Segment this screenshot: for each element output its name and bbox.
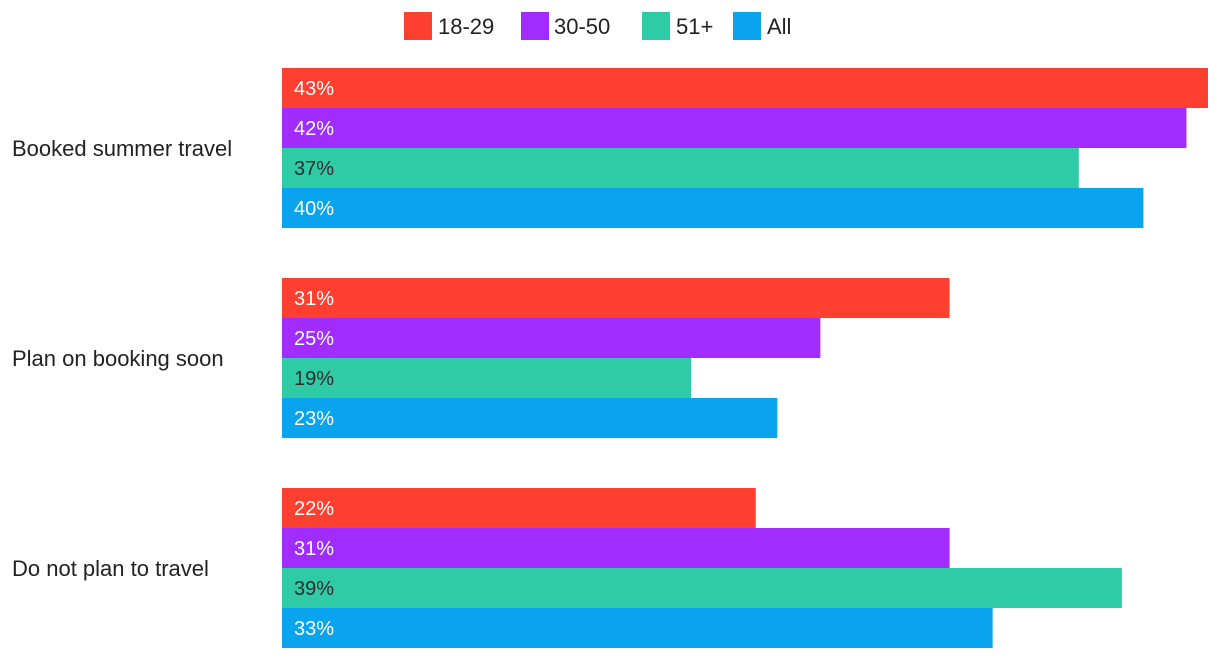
bar-label-booked-summer-travel-51: 37% <box>294 158 334 180</box>
bar-label-do-not-plan-to-travel-all: 33% <box>294 618 334 640</box>
category-labels: Booked summer travel Plan on booking soon… <box>12 136 232 581</box>
bar-label-plan-on-booking-soon-18-29: 31% <box>294 288 334 310</box>
legend-swatch-18-29 <box>404 12 432 40</box>
legend-swatch-30-50 <box>521 12 549 40</box>
bar-do-not-plan-to-travel-all <box>282 608 993 648</box>
legend-item-all: All <box>733 12 791 40</box>
category-label-booked-summer-travel: Booked summer travel <box>12 136 232 161</box>
bar-plan-on-booking-soon-all <box>282 398 778 438</box>
bar-plan-on-booking-soon-51 <box>282 358 692 398</box>
bar-label-do-not-plan-to-travel-51: 39% <box>294 578 334 600</box>
bar-label-do-not-plan-to-travel-30-50: 31% <box>294 538 334 560</box>
bar-labels: 43% 42% 37% 40% 31% 25% 19% 23% 22% 31% 39% 33% <box>294 78 334 640</box>
bar-label-plan-on-booking-soon-30-50: 25% <box>294 328 334 350</box>
category-label-do-not-plan-to-travel: Do not plan to travel <box>12 556 209 581</box>
bar-label-do-not-plan-to-travel-18-29: 22% <box>294 498 334 520</box>
bar-do-not-plan-to-travel-51 <box>282 568 1122 608</box>
bar-label-booked-summer-travel-all: 40% <box>294 198 334 220</box>
bar-booked-summer-travel-all <box>282 188 1144 228</box>
bar-booked-summer-travel-51 <box>282 148 1079 188</box>
legend-swatch-51 <box>642 12 670 40</box>
bar-booked-summer-travel-30-50 <box>282 108 1187 148</box>
bar-label-plan-on-booking-soon-51: 19% <box>294 368 334 390</box>
legend-label-all: All <box>767 14 791 39</box>
legend-label-18-29: 18-29 <box>438 14 494 39</box>
legend-item-51: 51+ <box>642 12 713 40</box>
legend: 18-29 30-50 51+ All <box>404 12 791 40</box>
bar-booked-summer-travel-18-29 <box>282 68 1208 108</box>
bar-do-not-plan-to-travel-30-50 <box>282 528 950 568</box>
bar-label-booked-summer-travel-30-50: 42% <box>294 118 334 140</box>
bar-do-not-plan-to-travel-18-29 <box>282 488 756 528</box>
category-label-plan-on-booking-soon: Plan on booking soon <box>12 346 224 371</box>
legend-label-51: 51+ <box>676 14 713 39</box>
bar-label-plan-on-booking-soon-all: 23% <box>294 408 334 430</box>
legend-item-30-50: 30-50 <box>521 12 610 40</box>
bar-plan-on-booking-soon-18-29 <box>282 278 950 318</box>
bars <box>282 68 1208 648</box>
legend-label-30-50: 30-50 <box>554 14 610 39</box>
legend-swatch-all <box>733 12 761 40</box>
bar-plan-on-booking-soon-30-50 <box>282 318 821 358</box>
bar-label-booked-summer-travel-18-29: 43% <box>294 78 334 100</box>
legend-item-18-29: 18-29 <box>404 12 494 40</box>
